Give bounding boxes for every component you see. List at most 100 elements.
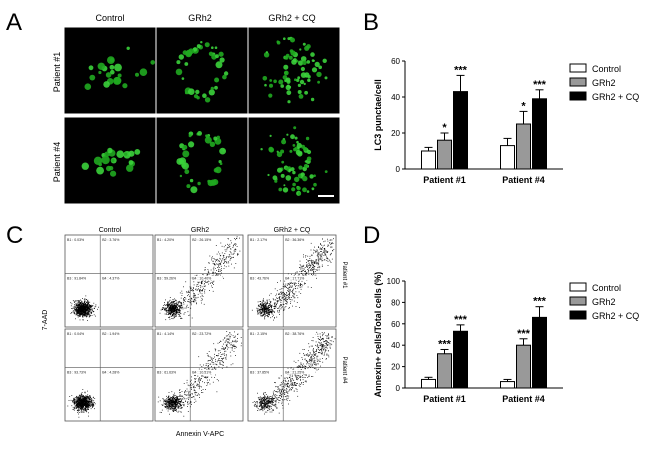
event-dot <box>222 358 223 359</box>
event-dot <box>82 309 83 310</box>
event-dot <box>260 311 261 312</box>
event-dot <box>209 360 210 361</box>
event-dot <box>191 402 192 403</box>
event-dot <box>287 284 288 285</box>
event-dot <box>234 244 235 245</box>
lc3-punctum <box>103 81 110 88</box>
event-dot <box>298 378 299 379</box>
event-dot <box>261 309 262 310</box>
event-dot <box>183 416 184 417</box>
event-dot <box>316 251 317 252</box>
event-dot <box>194 295 195 296</box>
event-dot <box>73 400 74 401</box>
event-dot <box>201 387 202 388</box>
event-dot <box>266 311 267 312</box>
lc3-punctum <box>182 150 189 157</box>
event-dot <box>310 256 311 257</box>
lc3-punctum <box>82 163 89 170</box>
event-dot <box>288 288 289 289</box>
event-dot <box>300 264 301 265</box>
event-dot <box>267 302 268 303</box>
event-dot <box>188 411 189 412</box>
event-dot <box>74 398 75 399</box>
bar-grh2-cq-1 <box>454 92 468 169</box>
event-dot <box>174 301 175 302</box>
event-dot <box>321 251 322 252</box>
lc3-punctum <box>214 78 219 83</box>
event-dot <box>172 309 173 310</box>
event-dot <box>213 382 214 383</box>
event-dot <box>262 303 263 304</box>
event-dot <box>226 354 227 355</box>
event-dot <box>231 334 232 335</box>
event-dot <box>236 347 237 348</box>
event-dot <box>283 295 284 296</box>
event-dot <box>171 309 172 310</box>
event-dot <box>213 273 214 274</box>
event-dot <box>80 396 81 397</box>
event-dot <box>176 401 177 402</box>
event-dot <box>193 396 194 397</box>
legend-swatch <box>570 78 586 86</box>
event-dot <box>272 314 273 315</box>
event-dot <box>231 344 232 345</box>
event-dot <box>165 400 166 401</box>
event-dot <box>71 305 72 306</box>
event-dot <box>169 407 170 408</box>
event-dot <box>257 407 258 408</box>
event-dot <box>205 286 206 287</box>
event-dot <box>313 272 314 273</box>
event-dot <box>200 365 201 366</box>
flow-row-label-patient-1: Patient #1 <box>341 261 347 289</box>
event-dot <box>279 310 280 311</box>
event-dot <box>208 382 209 383</box>
event-dot <box>180 392 181 393</box>
event-dot <box>83 320 84 321</box>
event-dot <box>236 238 237 239</box>
event-dot <box>322 239 323 240</box>
event-dot <box>325 260 326 261</box>
event-dot <box>211 359 212 360</box>
event-dot <box>79 417 80 418</box>
event-dot <box>173 405 174 406</box>
event-dot <box>188 399 189 400</box>
event-dot <box>92 407 93 408</box>
event-dot <box>208 368 209 369</box>
event-dot <box>217 391 218 392</box>
event-dot <box>266 305 267 306</box>
event-dot <box>267 313 268 314</box>
event-dot <box>187 382 188 383</box>
event-dot <box>283 310 284 311</box>
event-dot <box>226 359 227 360</box>
event-dot <box>281 307 282 308</box>
event-dot <box>310 265 311 266</box>
lc3-punctum <box>98 71 101 74</box>
event-dot <box>74 306 75 307</box>
event-dot <box>187 402 188 403</box>
event-dot <box>191 289 192 290</box>
event-dot <box>307 267 308 268</box>
event-dot <box>276 305 277 306</box>
event-dot <box>306 273 307 274</box>
event-dot <box>290 283 291 284</box>
event-dot <box>80 300 81 301</box>
event-dot <box>207 377 208 378</box>
event-dot <box>218 265 219 266</box>
event-dot <box>319 267 320 268</box>
event-dot <box>171 318 172 319</box>
event-dot <box>227 263 228 264</box>
event-dot <box>76 300 77 301</box>
event-dot <box>281 300 282 301</box>
event-dot <box>86 411 87 412</box>
event-dot <box>306 272 307 273</box>
event-dot <box>262 312 263 313</box>
event-dot <box>222 258 223 259</box>
event-dot <box>222 246 223 247</box>
event-dot <box>300 269 301 270</box>
lc3-punctum <box>269 147 274 152</box>
lc3-punctum <box>289 56 293 60</box>
event-dot <box>290 285 291 286</box>
event-dot <box>257 310 258 311</box>
event-dot <box>163 402 164 403</box>
event-dot <box>203 286 204 287</box>
